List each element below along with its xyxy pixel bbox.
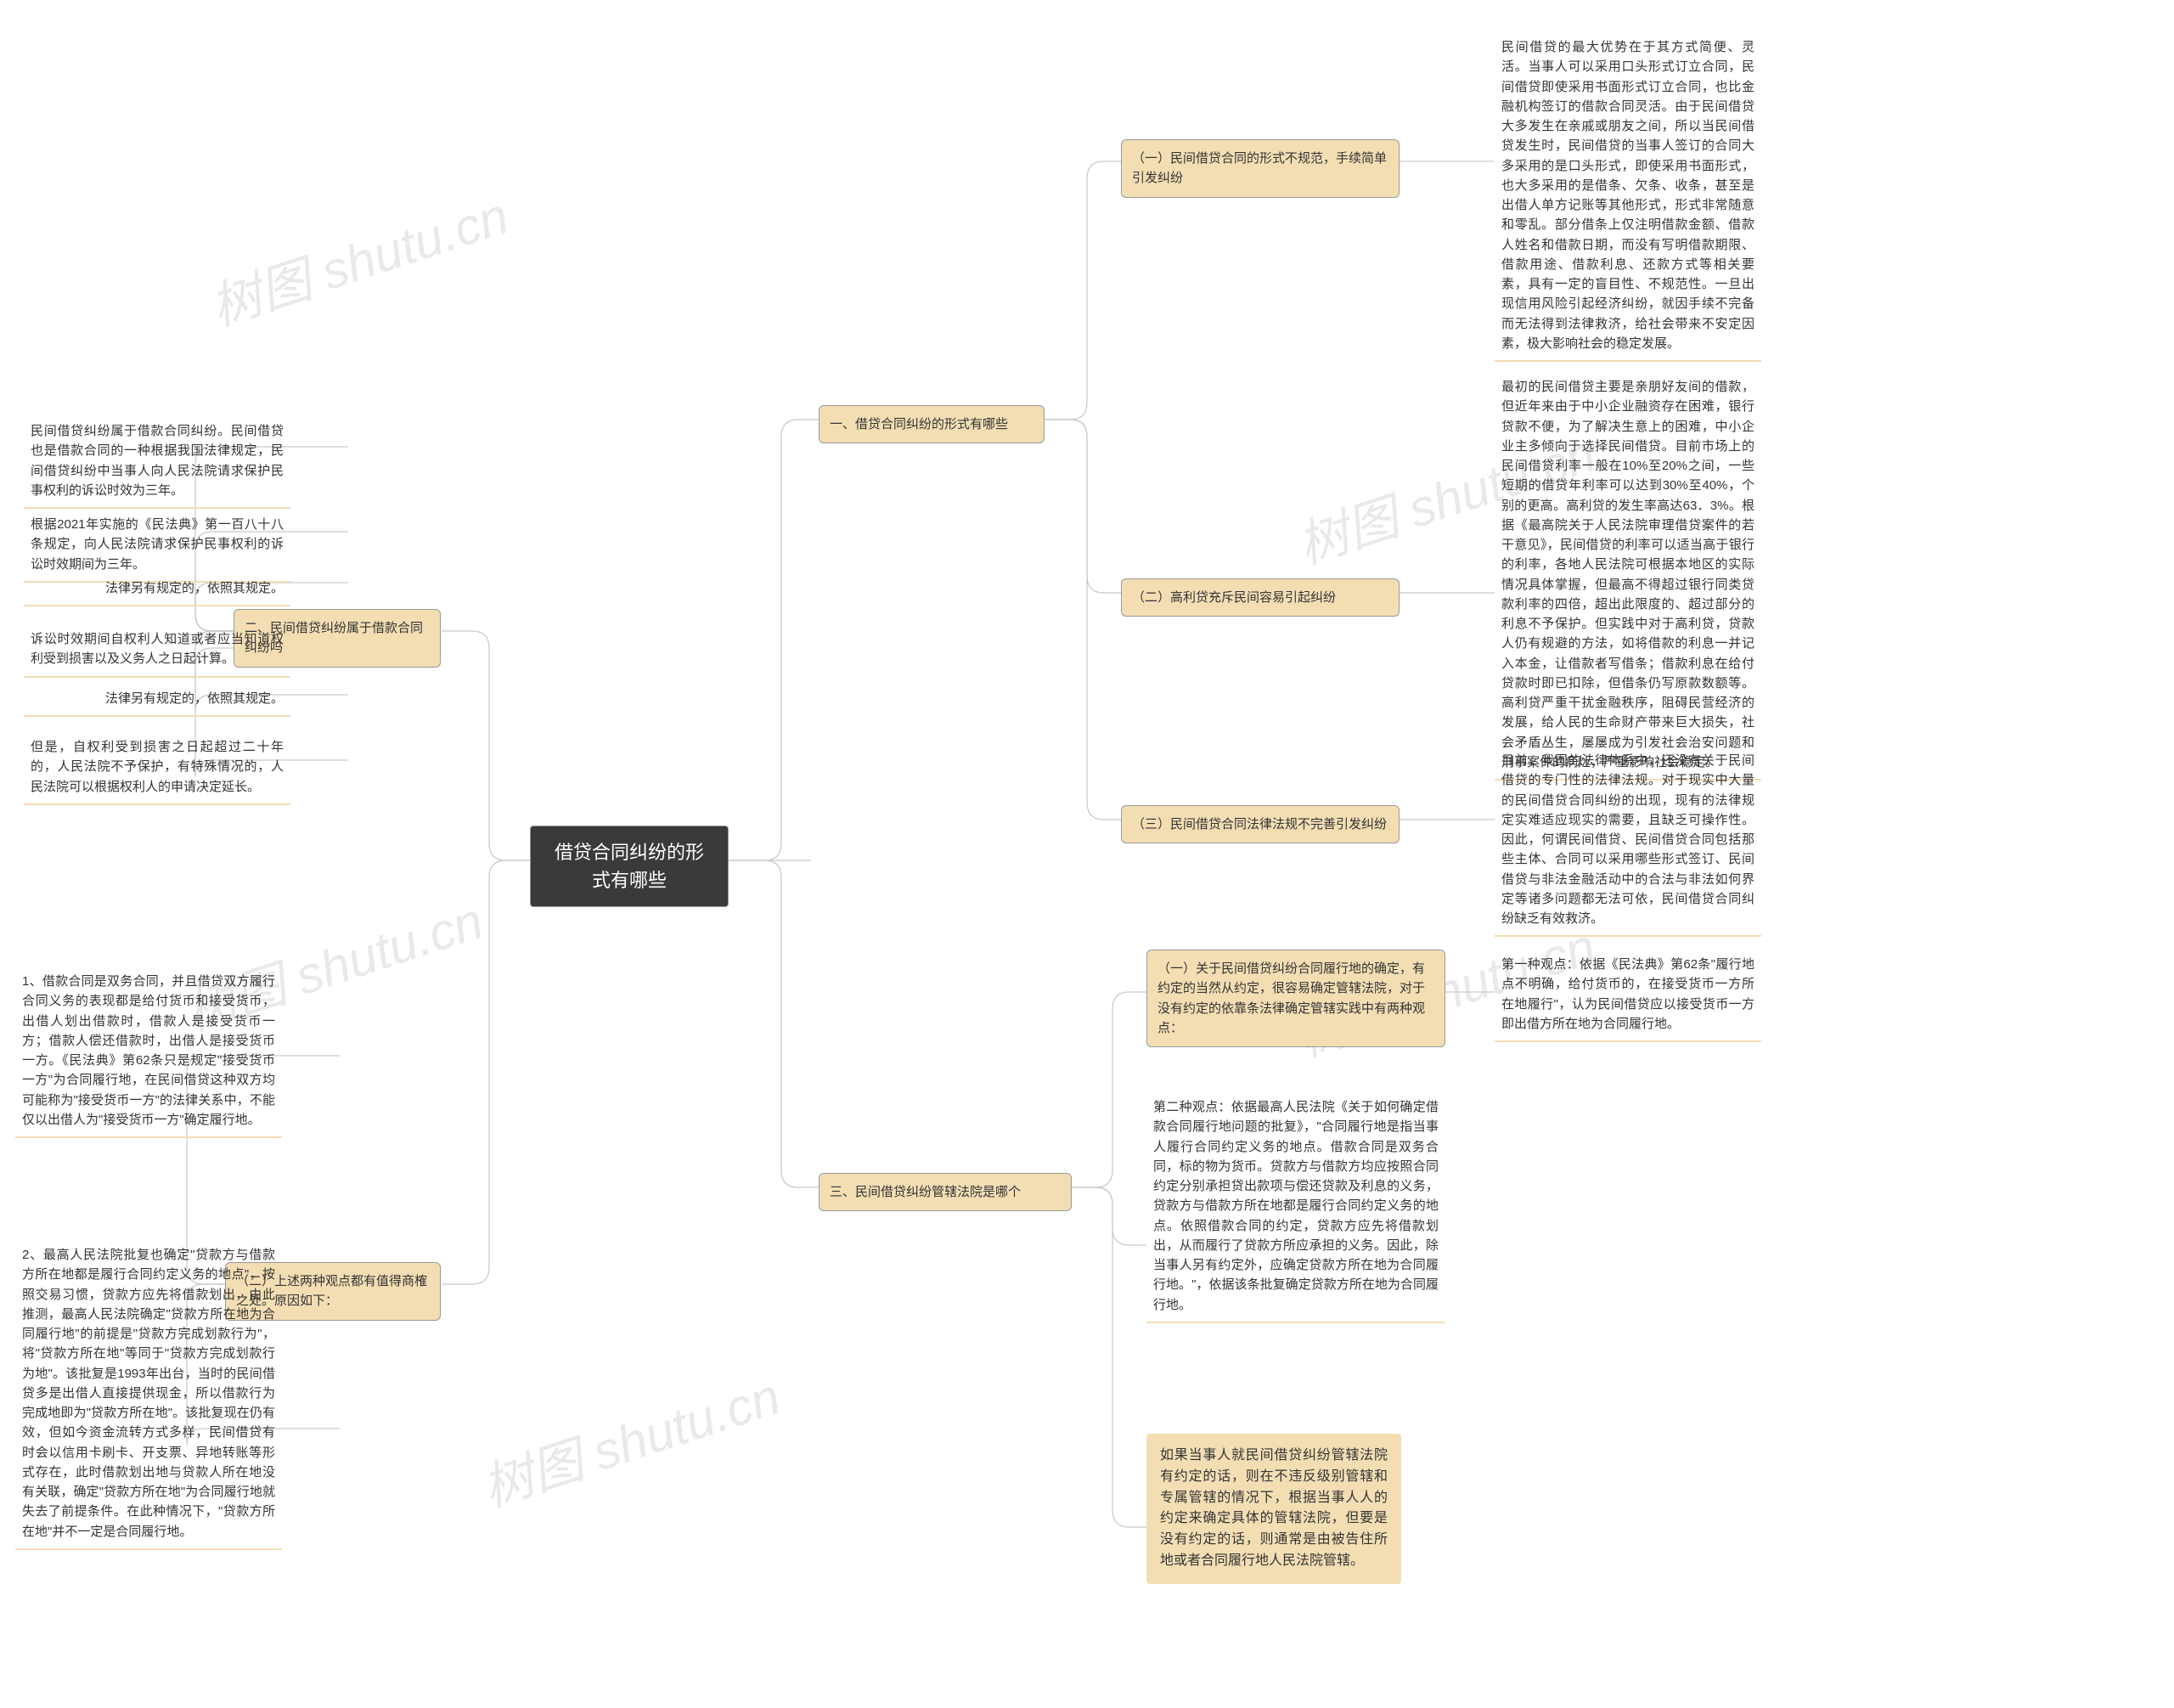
- branch-r3a[interactable]: （一）关于民间借贷纠纷合同履行地的确定，有约定的当然从约定，很容易确定管辖法院，…: [1146, 950, 1445, 1047]
- leaf-r1c-body: 目前，我国的法律体系中，还没有关于民间借贷的专门性的法律法规。对于现实中大量的民…: [1495, 746, 1761, 937]
- leaf-r3b2: 2、最高人民法院批复也确定"贷款方与借款方所在地都是履行合同约定义务的地点"，按…: [15, 1240, 282, 1550]
- leaf-r3a1: 第一种观点：依据《民法典》第62条"履行地点不明确，给付货币的，在接受货币一方所…: [1495, 950, 1761, 1042]
- leaf-r1a-body: 民间借贷的最大优势在于其方式简便、灵活。当事人可以采用口头形式订立合同，民间借贷…: [1495, 32, 1761, 362]
- leaf-r2f: 但是，自权利受到损害之日起超过二十年的，人民法院不予保护，有特殊情况的，人民法院…: [24, 732, 290, 805]
- branch-r1a[interactable]: （一）民间借贷合同的形式不规范，手续简单引发纠纷: [1121, 139, 1400, 198]
- watermark: 树图 shutu.cn: [200, 175, 516, 341]
- leaf-r3c: 如果当事人就民间借贷纠纷管辖法院有约定的话，则在不违反级别管辖和专属管辖的情况下…: [1146, 1434, 1401, 1584]
- branch-r3[interactable]: 三、民间借贷纠纷管辖法院是哪个: [819, 1173, 1072, 1211]
- leaf-r2c: 法律另有规定的，依照其规定。: [24, 573, 290, 606]
- watermark: 树图 shutu.cn: [471, 1356, 788, 1521]
- leaf-r2a: 民间借贷纠纷属于借款合同纠纷。民间借贷也是借款合同的一种根据我国法律规定，民间借…: [24, 416, 290, 509]
- leaf-r1b-body: 最初的民间借贷主要是亲朋好友间的借款，但近年来由于中小企业融资存在困难，银行贷款…: [1495, 372, 1761, 781]
- mindmap-stage: 树图 shutu.cn 树图 shutu.cn 树图 shutu.cn 树图 s…: [0, 0, 2174, 1708]
- leaf-r3b1: 1、借款合同是双务合同，并且借贷双方履行合同义务的表现都是给付货币和接受货币，出…: [15, 967, 282, 1138]
- leaf-r2e: 法律另有规定的，依照其规定。: [24, 684, 290, 717]
- root-node[interactable]: 借贷合同纠纷的形式有哪些: [530, 826, 729, 907]
- branch-r1[interactable]: 一、借贷合同纠纷的形式有哪些: [819, 405, 1045, 443]
- leaf-r3a2: 第二种观点：依据最高人民法院《关于如何确定借款合同履行地问题的批复》，"合同履行…: [1146, 1092, 1445, 1323]
- connector-layer: [0, 0, 2174, 1708]
- branch-r1b[interactable]: （二）高利贷充斥民间容易引起纠纷: [1121, 578, 1400, 617]
- branch-r1c[interactable]: （三）民间借贷合同法律法规不完善引发纠纷: [1121, 805, 1400, 843]
- leaf-r2d: 诉讼时效期间自权利人知道或者应当知道权利受到损害以及义务人之日起计算。: [24, 624, 290, 678]
- leaf-r2b: 根据2021年实施的《民法典》第一百八十八条规定，向人民法院请求保护民事权利的诉…: [24, 510, 290, 583]
